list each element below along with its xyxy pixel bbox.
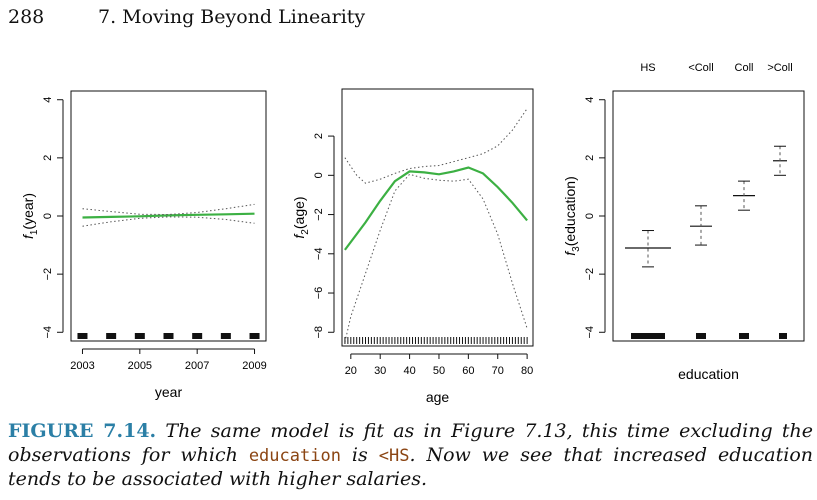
category-label: >Coll (767, 62, 792, 74)
series-fit-line (344, 166, 528, 251)
rug-mark (163, 333, 174, 339)
plot-frame (341, 88, 534, 347)
y-tick-label: −4 (584, 326, 596, 339)
x-tick-label: 30 (374, 365, 386, 377)
y-tick-label: −6 (313, 287, 325, 300)
y-tick-label: 0 (584, 213, 596, 219)
rug-mark (220, 333, 231, 339)
y-tick-label: 4 (42, 97, 54, 103)
x-tick-label: 20 (345, 365, 357, 377)
y-tick-label: 0 (42, 213, 54, 219)
x-tick-label: 60 (462, 365, 474, 377)
caption-code-hs: <HS (378, 445, 410, 466)
x-tick-label: 50 (433, 365, 445, 377)
page-header: 288 7. Moving Beyond Linearity (8, 6, 808, 32)
x-axis-label: education (678, 366, 739, 382)
y-axis-label: f2(age) (291, 196, 311, 238)
series-upper-line (344, 108, 528, 184)
x-tick-label: 2005 (128, 360, 152, 372)
plot-frame (70, 90, 267, 342)
y-axis-label: f3(education) (562, 176, 582, 256)
category-label: Coll (735, 62, 754, 74)
rug-mark (134, 333, 145, 339)
plot-frame (612, 90, 805, 342)
figure-caption: FIGURE 7.14. The same model is fit as in… (8, 420, 813, 492)
rug-mark (779, 333, 787, 339)
rug-mark (192, 333, 203, 339)
x-tick-label: 40 (403, 365, 415, 377)
y-tick-label: 2 (42, 155, 54, 161)
series-lower-line (82, 216, 255, 227)
rug-mark (696, 333, 706, 339)
y-tick-label: 2 (313, 133, 325, 139)
x-axis-label: age (426, 389, 450, 405)
x-tick-label: 2007 (185, 360, 209, 372)
y-tick-label: −4 (42, 326, 54, 339)
series-fit-line (82, 212, 255, 219)
x-tick-label: 70 (492, 365, 504, 377)
category-label: HS (640, 62, 655, 74)
chapter-title: 7. Moving Beyond Linearity (98, 6, 366, 28)
y-tick-label: 2 (584, 155, 596, 161)
panel-year: 2003 2005 2007 2009 year −4 −2 0 2 4 f1(year) (20, 90, 267, 400)
rug-mark (77, 333, 88, 339)
caption-text-2: is (340, 443, 379, 466)
panel-age: 20 30 40 50 60 70 80 age −8 −6 −4 −2 0 2 f2(age) (291, 88, 534, 405)
x-tick-label: 80 (521, 365, 533, 377)
series-upper-line (82, 203, 255, 216)
y-tick-label: −2 (584, 268, 596, 281)
rug-mark (106, 333, 117, 339)
rug-mark (631, 333, 665, 339)
y-tick-label: 0 (313, 172, 325, 178)
rug-mark (739, 333, 749, 339)
panel-education: HS <Coll Coll >Coll education −4 −2 0 2 4 f3(educa… (562, 62, 805, 382)
page-number: 288 (8, 6, 45, 28)
y-axis-label: f1(year) (20, 193, 40, 239)
category-label: <Coll (688, 62, 713, 74)
caption-code-education: education (248, 445, 341, 466)
rug-mark (249, 333, 260, 339)
y-tick-label: −2 (42, 268, 54, 281)
y-tick-label: −4 (313, 248, 325, 261)
y-tick-label: −2 (313, 208, 325, 221)
y-tick-label: −8 (313, 326, 325, 339)
x-tick-label: 2009 (242, 360, 266, 372)
series-lower-line (344, 173, 528, 343)
caption-text-3: . Now we see that increased education te… (8, 443, 813, 491)
y-tick-label: 4 (584, 97, 596, 103)
caption-label: FIGURE 7.14. (8, 420, 157, 442)
x-axis-label: year (155, 384, 183, 400)
caption-text-1: The same model is fit as in Figure 7.13,… (8, 420, 813, 466)
x-tick-label: 2003 (70, 360, 94, 372)
